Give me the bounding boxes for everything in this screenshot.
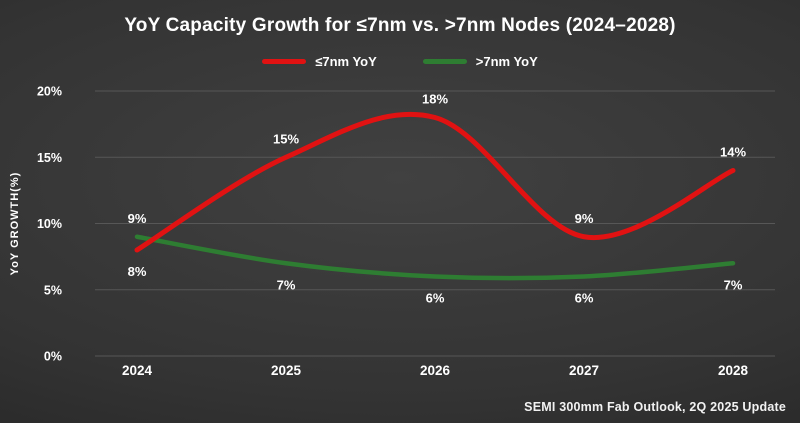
x-axis-label: 2024 [122, 363, 153, 378]
legend-item-gt7nm: >7nm YoY [422, 54, 538, 69]
y-tick-label: 0% [44, 350, 62, 364]
data-label-gt7nm-2026: 6% [426, 291, 445, 306]
y-tick-label: 20% [37, 85, 62, 99]
x-axis-label: 2027 [569, 363, 599, 378]
data-label-le7nm-2025: 15% [273, 131, 299, 146]
data-label-gt7nm-2027: 6% [575, 291, 594, 306]
data-label-gt7nm-2025: 7% [277, 277, 296, 292]
y-tick-label: 5% [44, 283, 62, 297]
legend: ≤7nm YoY >7nm YoY [0, 54, 800, 69]
data-label-le7nm-2027: 9% [575, 211, 594, 226]
x-axis-label: 2028 [718, 363, 749, 378]
legend-item-le7nm: ≤7nm YoY [262, 54, 377, 69]
legend-label-le7nm: ≤7nm YoY [315, 54, 377, 69]
data-label-le7nm-2026: 18% [422, 92, 448, 107]
chart-title: YoY Capacity Growth for ≤7nm vs. >7nm No… [124, 15, 676, 36]
x-axis-label: 2025 [271, 363, 302, 378]
data-label-le7nm-2028: 14% [720, 145, 746, 160]
legend-green-line-icon [422, 59, 467, 64]
source-note: SEMI 300mm Fab Outlook, 2Q 2025 Update [524, 400, 786, 414]
series-line-le7nm [134, 111, 736, 253]
legend-red-line-icon [262, 59, 307, 64]
data-label-le7nm-2024: 8% [128, 264, 147, 279]
y-tick-label: 15% [37, 151, 62, 165]
legend-label-gt7nm: >7nm YoY [475, 54, 538, 69]
x-axis-label: 2026 [420, 363, 451, 378]
series-line-gt7nm [134, 234, 736, 281]
y-axis-title: YoY GROWTH(%) [9, 172, 21, 276]
data-label-gt7nm-2024: 9% [128, 211, 147, 226]
y-tick-label: 10% [37, 217, 62, 231]
data-label-gt7nm-2028: 7% [724, 277, 743, 292]
